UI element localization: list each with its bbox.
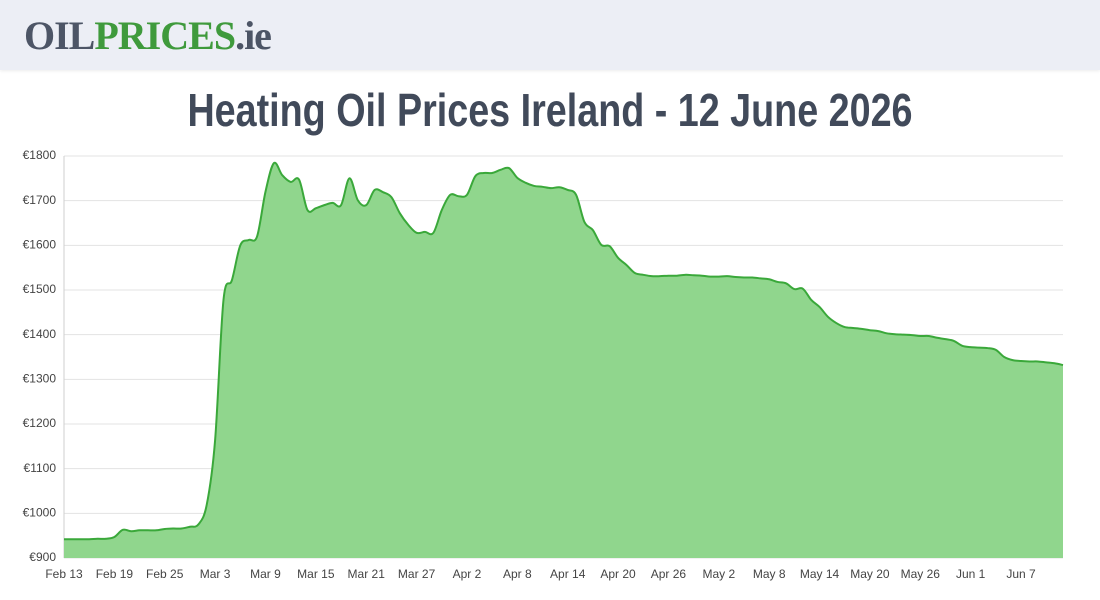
x-tick-label: Jun 1 (956, 567, 986, 581)
logo-text: PRICES (94, 13, 236, 58)
y-tick-label: €1200 (23, 416, 57, 430)
x-tick-label: Apr 2 (453, 567, 482, 581)
x-tick-label: Jun 7 (1006, 567, 1036, 581)
x-tick-label: May 20 (850, 567, 890, 581)
x-tick-label: Mar 27 (398, 567, 436, 581)
x-tick-label: Feb 13 (45, 567, 83, 581)
y-tick-label: €1000 (23, 506, 57, 520)
y-tick-label: €1600 (23, 238, 57, 252)
x-tick-label: Mar 9 (250, 567, 281, 581)
y-tick-label: €1300 (23, 372, 57, 386)
price-line (64, 161, 1064, 541)
y-tick-label: €900 (29, 550, 56, 564)
logo[interactable]: OILPRICES.ie (24, 12, 272, 60)
y-tick-label: €1500 (23, 282, 57, 296)
x-tick-label: May 2 (702, 567, 735, 581)
x-tick-label: Apr 8 (503, 567, 532, 581)
x-tick-label: May 8 (753, 567, 786, 581)
y-tick-label: €1100 (24, 461, 57, 475)
header-bar: OILPRICES.ie (0, 0, 1100, 70)
y-tick-label: €1400 (23, 327, 57, 341)
logo-text: OIL (24, 13, 95, 58)
x-tick-label: Mar 21 (348, 567, 386, 581)
x-tick-label: May 14 (800, 567, 840, 581)
x-tick-label: May 26 (901, 567, 941, 581)
logo-text: .ie (235, 13, 272, 58)
x-tick-label: Mar 3 (200, 567, 231, 581)
x-tick-label: Apr 26 (651, 567, 687, 581)
chart-title: Heating Oil Prices Ireland - 12 June 202… (187, 85, 912, 136)
x-tick-label: Feb 25 (146, 567, 184, 581)
x-tick-label: Feb 19 (96, 567, 134, 581)
area-fill (64, 162, 1063, 558)
chart: Heating Oil Prices Ireland - 12 June 202… (23, 85, 1064, 581)
x-tick-label: Apr 14 (550, 567, 586, 581)
y-tick-label: €1700 (23, 193, 57, 207)
x-tick-label: Apr 20 (600, 567, 636, 581)
y-tick-label: €1800 (23, 148, 57, 162)
x-tick-label: Mar 15 (297, 567, 335, 581)
